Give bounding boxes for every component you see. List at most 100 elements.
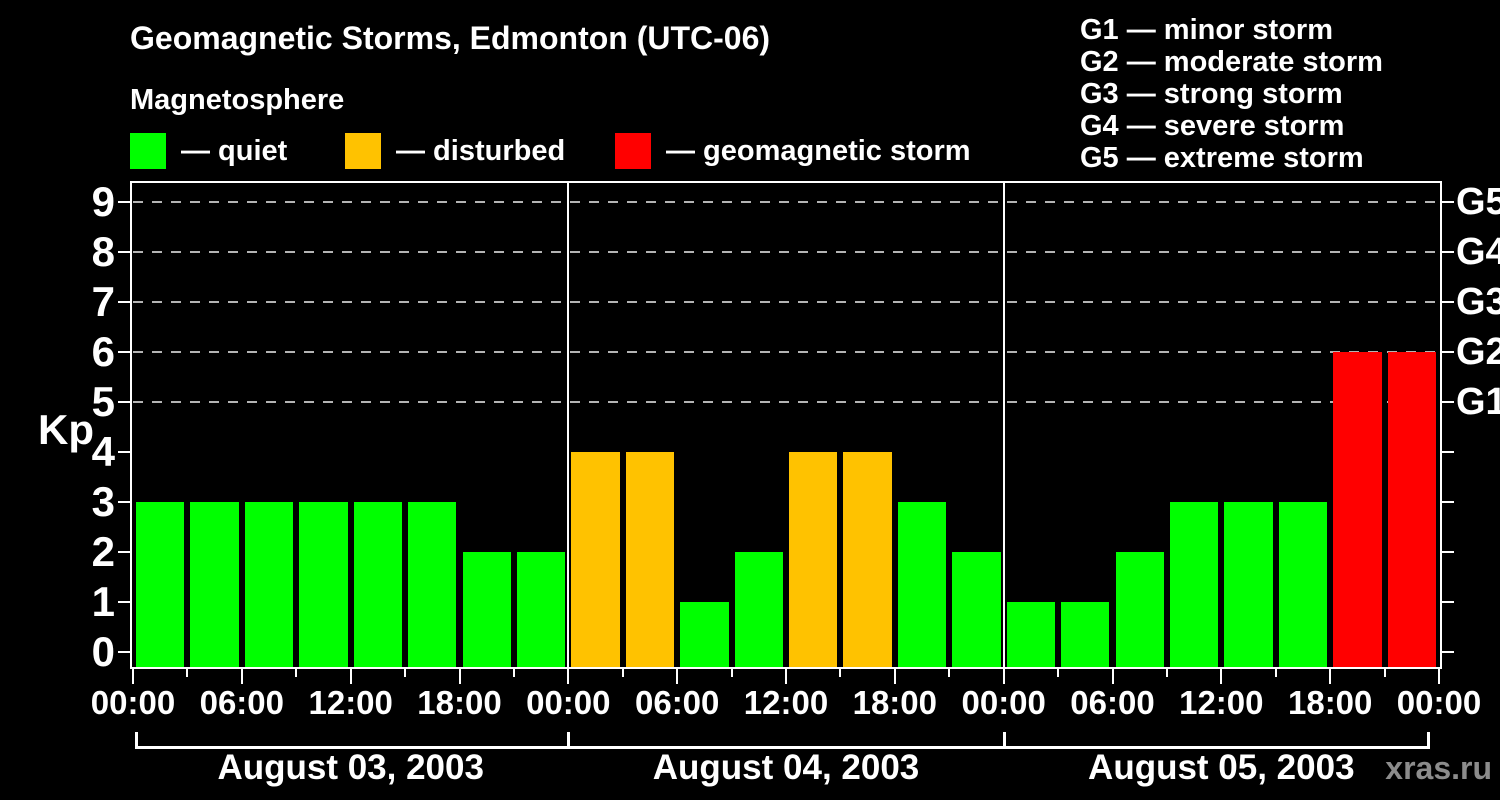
x-tick (676, 669, 679, 684)
legend-swatch-storm (615, 133, 651, 169)
gscale-line-g4: G4 — severe storm (1080, 110, 1345, 142)
kp-bar (1061, 602, 1110, 667)
x-tick (567, 669, 570, 684)
y-tick-left (118, 201, 130, 203)
x-tick (295, 669, 298, 677)
x-tick (349, 669, 352, 684)
x-tick (730, 669, 733, 677)
chart-title: Geomagnetic Storms, Edmonton (UTC-06) (130, 20, 771, 56)
date-label: August 03, 2003 (217, 748, 484, 787)
legend-label-quiet: — quiet (181, 135, 288, 167)
date-bracket-riser (135, 732, 138, 749)
watermark-xras: xras.ru (1385, 750, 1492, 786)
kp-bar (190, 502, 239, 667)
legend-swatch-disturbed (345, 133, 381, 169)
y-tick-label: 2 (91, 528, 115, 575)
x-tick (948, 669, 951, 677)
legend-label-storm: — geomagnetic storm (666, 135, 971, 167)
x-tick-label: 00:00 (90, 684, 176, 721)
kp-bar (516, 552, 566, 667)
gscale-line-g3: G3 — strong storm (1080, 78, 1343, 110)
y-tick-label: 8 (91, 228, 115, 275)
date-bracket-line (135, 746, 1429, 749)
chart-subtitle: Magnetosphere (130, 84, 345, 116)
kp-bar (625, 452, 675, 667)
y-tick-label: 5 (91, 378, 115, 425)
kp-bar (734, 552, 783, 667)
y-tick-right (1442, 201, 1454, 203)
g-level-label-g2: G2 (1456, 331, 1500, 373)
legend-swatch-quiet (130, 133, 166, 169)
kp-bar (408, 502, 457, 667)
date-label: August 05, 2003 (1088, 748, 1355, 787)
y-tick-label: 3 (91, 478, 115, 525)
x-tick-label: 18:00 (1287, 684, 1373, 721)
x-tick (1165, 669, 1168, 677)
kp-bar (1006, 602, 1056, 667)
day-separator-line (1002, 181, 1005, 669)
x-tick (1057, 669, 1060, 677)
y-tick-left (118, 301, 130, 303)
x-tick-label: 06:00 (199, 684, 284, 721)
y-tick-label: 1 (91, 578, 115, 625)
y-tick-label: 7 (91, 278, 115, 325)
kp-bar (299, 502, 348, 667)
y-tick-label: 9 (91, 178, 115, 225)
gridline-kp7 (133, 301, 1439, 303)
kp-bar (952, 552, 1001, 667)
x-tick-label: 00:00 (961, 684, 1046, 721)
x-tick-label: 18:00 (852, 684, 937, 721)
kp-bar (1333, 352, 1382, 667)
x-tick (458, 669, 461, 684)
x-tick (621, 669, 624, 677)
y-tick-left (118, 501, 130, 503)
x-tick-label: 00:00 (526, 684, 611, 721)
x-tick (512, 669, 515, 677)
y-tick-label: 0 (91, 628, 115, 675)
gscale-line-g5: G5 — extreme storm (1080, 142, 1364, 174)
kp-bar (1278, 502, 1328, 667)
plot-bottom-line (130, 667, 1442, 669)
kp-bar (136, 502, 185, 667)
gridline-kp5 (133, 401, 1439, 403)
g-level-label-g4: G4 (1456, 231, 1500, 273)
gridline-kp9 (133, 201, 1439, 203)
date-bracket-riser (567, 732, 571, 749)
y-tick-right (1442, 251, 1454, 253)
day-separator-line (567, 181, 570, 669)
date-label: August 04, 2003 (652, 748, 920, 787)
x-tick (186, 669, 189, 677)
y-axis-title: Kp (38, 406, 94, 453)
kp-bar (1224, 502, 1273, 667)
kp-bar (571, 452, 620, 667)
kp-bar (843, 452, 892, 667)
x-tick-label: 18:00 (417, 684, 502, 721)
gridline-kp6 (133, 351, 1439, 353)
x-tick (404, 669, 407, 677)
gscale-line-g1: G1 — minor storm (1080, 14, 1333, 46)
plot-area (118, 181, 1454, 684)
y-tick-right (1442, 551, 1454, 553)
y-tick-left (118, 601, 130, 603)
kp-bar (1387, 352, 1436, 667)
y-tick-label: 4 (91, 428, 115, 475)
x-tick (1329, 669, 1332, 684)
g-level-label-g3: G3 (1456, 281, 1500, 323)
y-axis-right-line (1440, 181, 1442, 669)
legend-label-disturbed: — disturbed (396, 135, 566, 167)
gridline-kp8 (133, 251, 1439, 253)
x-tick (132, 669, 134, 684)
y-axis-left-line (130, 181, 132, 669)
y-tick-left (118, 251, 130, 253)
x-tick (893, 669, 896, 684)
y-tick-right (1442, 301, 1454, 303)
y-tick-right (1442, 351, 1454, 353)
g-level-label-g5: G5 (1456, 181, 1500, 223)
x-tick-label: 12:00 (743, 684, 829, 721)
kp-bar (897, 502, 947, 667)
y-tick-left (118, 451, 130, 453)
g-level-label-g1: G1 (1456, 381, 1500, 423)
x-tick-label: 06:00 (1070, 684, 1155, 721)
kp-bar (244, 502, 294, 667)
y-tick-right (1442, 451, 1454, 453)
